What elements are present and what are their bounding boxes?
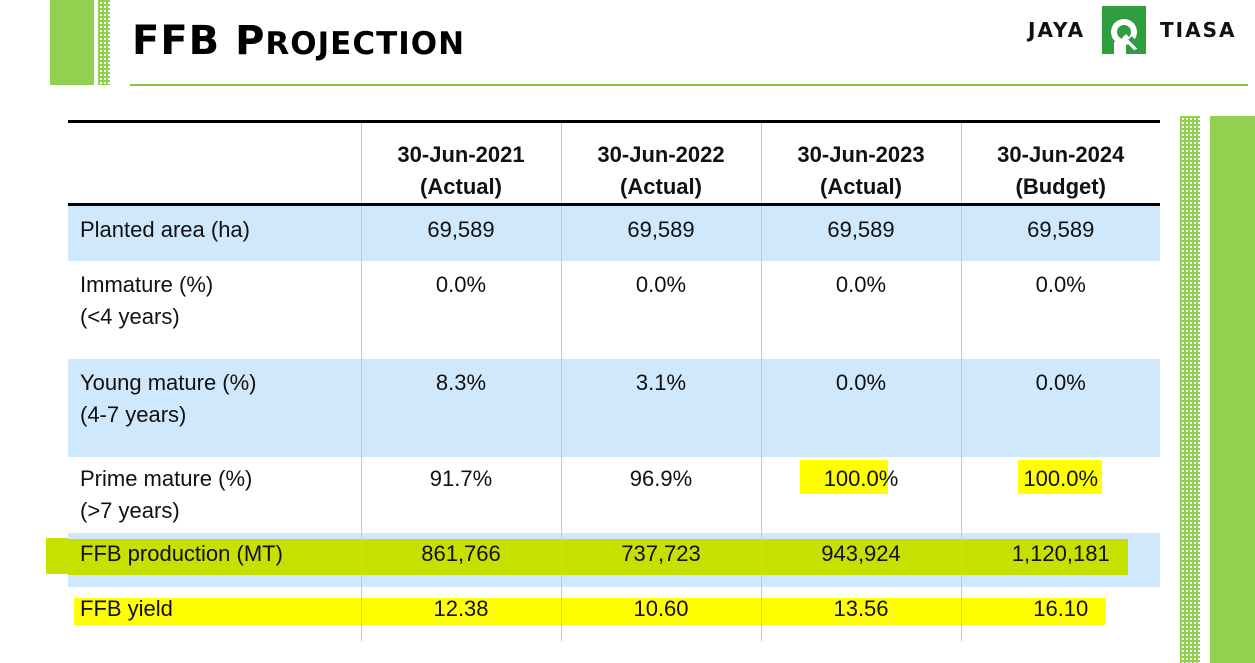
row-label: Young mature (%) (4-7 years) <box>68 358 361 457</box>
company-logo: JAYA TIASA <box>1028 2 1238 58</box>
table-row: FFB yield 12.38 10.60 13.56 16.10 <box>68 586 1160 641</box>
table-cell: 10.60 <box>560 586 761 641</box>
table-header-row: 30-Jun-2021 (Actual) 30-Jun-2022 (Actual) … <box>68 121 1160 206</box>
header-blank <box>68 121 361 206</box>
row-label: Planted area (ha) <box>68 204 361 261</box>
title-first-word: FFB <box>132 18 221 64</box>
table-cell: 91.7% <box>360 456 561 533</box>
logo-word-right: TIASA <box>1160 18 1237 42</box>
table-cell: 0.0% <box>960 358 1160 457</box>
row-label: Immature (%) (<4 years) <box>80 271 214 329</box>
table-cell: 737,723 <box>560 532 761 587</box>
jaya-tiasa-logo-icon <box>1102 6 1146 54</box>
table-cell: 3.1% <box>560 358 761 457</box>
table-cell: 943,924 <box>760 532 961 587</box>
table-cell: 69,589 <box>960 204 1160 261</box>
title-rest: ROJECTION <box>265 26 466 62</box>
table-cell: 16.10 <box>960 586 1160 641</box>
page-title: FFB PROJECTION <box>132 18 465 64</box>
table-cell: 100.0% <box>960 456 1160 533</box>
table-cell: 96.9% <box>560 456 761 533</box>
table-cell: 0.0% <box>760 358 961 457</box>
table-row: FFB production (MT) 861,766 737,723 943,… <box>68 532 1160 587</box>
row-label: Prime mature (%) (>7 years) <box>80 465 253 523</box>
table-row: Immature (%) (<4 years) 0.0% 0.0% 0.0% 0.… <box>68 260 1160 359</box>
table-cell: 13.56 <box>760 586 961 641</box>
column-header: 30-Jun-2021 (Actual) <box>360 121 561 206</box>
table-cell: 100.0% <box>760 456 961 533</box>
right-accent-stripe <box>1180 116 1200 663</box>
table-cell: 69,589 <box>360 204 561 261</box>
table-cell: 0.0% <box>760 260 961 359</box>
ffb-projection-table: 30-Jun-2021 (Actual) 30-Jun-2022 (Actual) … <box>68 120 1160 641</box>
title-initial: P <box>235 18 266 64</box>
table-row: Planted area (ha) 69,589 69,589 69,589 6… <box>68 204 1160 261</box>
left-accent-block <box>50 0 94 85</box>
title-rule <box>130 84 1248 86</box>
table-row: Young mature (%) (4-7 years) 8.3% 3.1% 0.… <box>68 358 1160 457</box>
column-header: 30-Jun-2024 (Budget) <box>960 121 1160 206</box>
table-cell: 861,766 <box>360 532 561 587</box>
right-accent-block <box>1210 116 1255 663</box>
table-cell: 0.0% <box>560 260 761 359</box>
left-accent-stripe <box>98 0 110 85</box>
table-cell: 12.38 <box>360 586 561 641</box>
row-label: FFB production (MT) <box>68 532 361 587</box>
table-cell: 69,589 <box>560 204 761 261</box>
logo-word-left: JAYA <box>1028 18 1086 42</box>
table-cell: 1,120,181 <box>960 532 1160 587</box>
column-header: 30-Jun-2022 (Actual) <box>560 121 761 206</box>
table-cell: 8.3% <box>360 358 561 457</box>
table-cell: 69,589 <box>760 204 961 261</box>
table-cell: 0.0% <box>960 260 1160 359</box>
row-label: FFB yield <box>68 586 361 641</box>
column-header: 30-Jun-2023 (Actual) <box>760 121 961 206</box>
table-cell: 0.0% <box>360 260 561 359</box>
table-row: Prime mature (%) (>7 years) 91.7% 96.9% 1… <box>68 456 1160 533</box>
